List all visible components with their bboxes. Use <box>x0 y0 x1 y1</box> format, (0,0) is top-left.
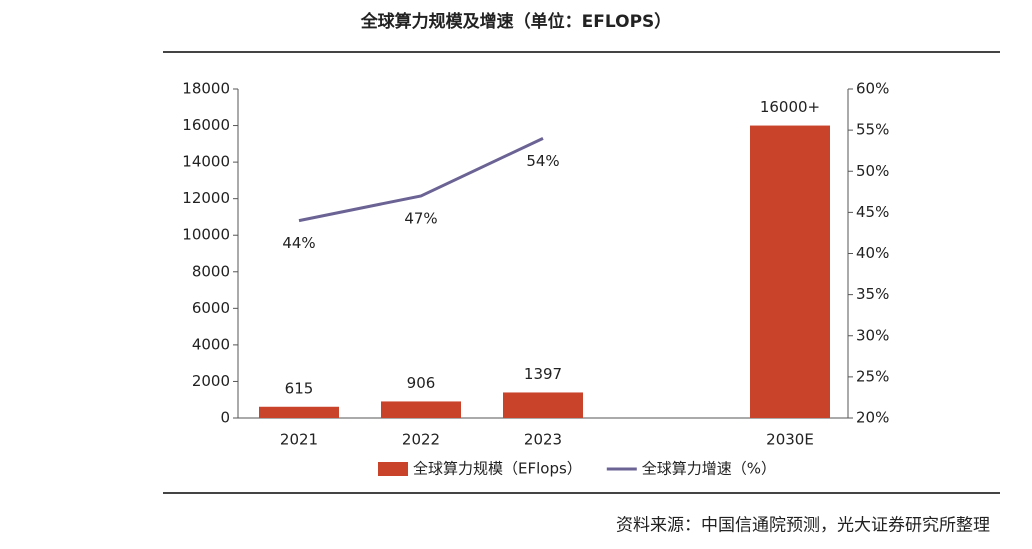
y-tick-label: 8000 <box>192 262 230 280</box>
bar-value-label: 16000+ <box>760 98 820 116</box>
bar-value-label: 1397 <box>524 365 562 383</box>
y-tick-label: 18000 <box>182 80 230 98</box>
line-value-label: 54% <box>526 152 559 170</box>
y-tick-label: 4000 <box>192 335 230 353</box>
bar-value-label: 906 <box>407 374 436 392</box>
line <box>298 136 544 223</box>
y-tick-label: 14000 <box>182 153 230 171</box>
chart-title: 全球算力规模及增速（单位：EFLOPS） <box>360 11 672 32</box>
y2-tick-label: 55% <box>856 121 889 139</box>
y-tick-label: 12000 <box>182 189 230 207</box>
y2-tick-label: 20% <box>856 409 889 427</box>
legend-label: 全球算力规模（EFlops） <box>413 460 582 478</box>
legend-swatch <box>378 462 408 476</box>
y2-tick-label: 40% <box>856 244 889 262</box>
legend-label: 全球算力增速（%） <box>642 460 776 478</box>
y2-tick-label: 35% <box>856 285 889 303</box>
y2-tick-label: 30% <box>856 326 889 344</box>
bar <box>503 392 583 418</box>
x-tick-label: 2022 <box>402 431 440 449</box>
y2-tick-label: 50% <box>856 162 889 180</box>
bar-value-label: 615 <box>285 379 314 397</box>
y2-tick-label: 45% <box>856 203 889 221</box>
y-tick-label: 16000 <box>182 116 230 134</box>
bar <box>381 401 461 418</box>
source-note: 资料来源：中国信通院预测，光大证券研究所整理 <box>616 516 990 536</box>
x-tick-label: 2021 <box>280 431 318 449</box>
y-tick-label: 0 <box>220 409 230 427</box>
bar <box>750 125 830 419</box>
y2-tick-label: 60% <box>856 80 889 98</box>
y-tick-label: 2000 <box>192 372 230 390</box>
y-tick-label: 6000 <box>192 299 230 317</box>
x-tick-label: 2030E <box>766 431 814 449</box>
bar <box>259 406 339 418</box>
line-value-label: 47% <box>404 209 437 227</box>
line-value-label: 44% <box>282 234 315 252</box>
y-tick-label: 10000 <box>182 226 230 244</box>
x-tick-label: 2023 <box>524 431 562 449</box>
y2-tick-label: 25% <box>856 367 889 385</box>
